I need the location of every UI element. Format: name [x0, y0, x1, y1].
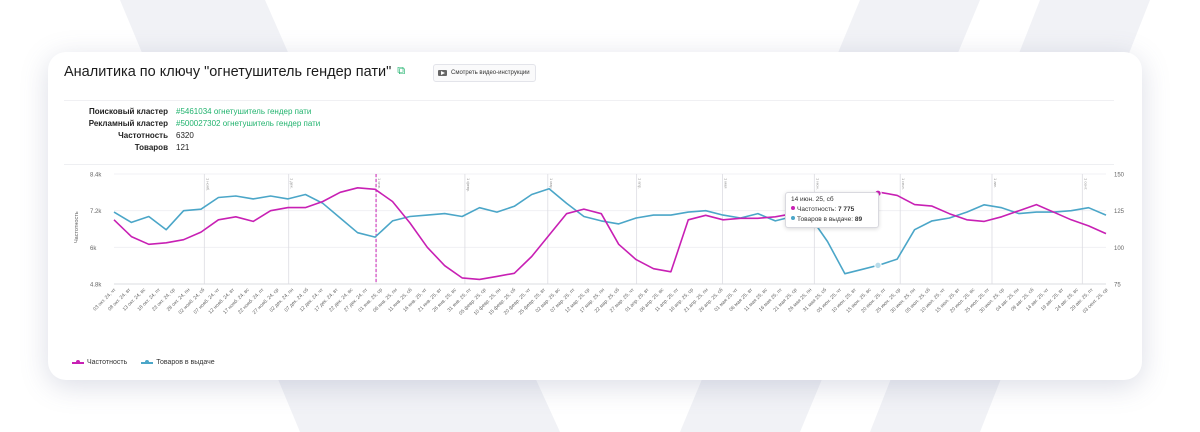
legend-frequency[interactable]: Частотность — [72, 359, 127, 366]
tooltip-frequency-value: 7 775 — [838, 206, 855, 213]
ad-cluster-row: Рекламный кластер #500027302 огнетушитель… — [64, 119, 321, 128]
tooltip-frequency-label: Частотность: — [797, 206, 837, 213]
month-marker-label: 1 авг. — [993, 178, 998, 188]
y-left-tick-label: 7.2k — [90, 209, 102, 215]
title-text: Аналитика по ключу "огнетушитель гендер … — [64, 64, 392, 80]
tooltip-products-dot — [791, 216, 795, 220]
card-header: Аналитика по ключу "огнетушитель гендер … — [48, 52, 1142, 96]
analytics-card: Аналитика по ключу "огнетушитель гендер … — [48, 52, 1142, 380]
tooltip-products-label: Товаров в выдаче: — [797, 216, 854, 223]
page-title: Аналитика по ключу "огнетушитель гендер … — [64, 64, 405, 80]
keyword-info: Поисковый кластер #5461034 огнетушитель г… — [64, 100, 1114, 161]
legend-products[interactable]: Товаров в выдаче — [141, 359, 215, 366]
tooltip-products: Товаров в выдаче: 89 — [791, 216, 873, 223]
month-marker-label: 1 янв. — [377, 178, 382, 189]
search-cluster-link[interactable]: #5461034 огнетушитель гендер пати — [176, 107, 312, 116]
legend-products-marker — [141, 360, 154, 364]
frequency-value: 6320 — [176, 131, 194, 140]
ad-cluster-link[interactable]: #500027302 огнетушитель гендер пати — [176, 119, 321, 128]
ad-cluster-label: Рекламный кластер — [88, 119, 168, 128]
frequency-row: Частотность 6320 — [64, 131, 194, 140]
chart-tooltip: 14 июн. 25, сб Частотность: 7 775 Товаро… — [785, 192, 879, 228]
y-left-tick-label: 6k — [90, 246, 97, 252]
month-marker-label: 1 сент. — [1083, 178, 1088, 190]
video-button-label: Смотреть видео-инструкции — [451, 70, 530, 76]
month-marker-label: 1 нояб. — [205, 178, 210, 191]
frequency-label: Частотность — [118, 131, 168, 140]
products-row: Товаров 121 — [64, 143, 190, 152]
month-marker-label: 1 апр. — [638, 178, 643, 189]
search-cluster-label: Поисковый кластер — [88, 107, 168, 116]
month-marker-label: 1 мар. — [549, 178, 554, 190]
y-right-tick-label: 100 — [1114, 246, 1124, 252]
products-label: Товаров — [134, 143, 168, 152]
legend-products-label: Товаров в выдаче — [156, 359, 215, 366]
y-right-tick-label: 125 — [1114, 209, 1124, 215]
month-marker-label: 1 июн. — [815, 178, 820, 190]
products-value: 121 — [176, 143, 190, 152]
y-left-axis-title: Частотность — [74, 211, 80, 243]
tooltip-date: 14 июн. 25, сб — [791, 196, 834, 203]
month-marker-label: 1 февр. — [466, 178, 471, 192]
series-line-products — [113, 187, 1107, 275]
tooltip-frequency-dot — [791, 206, 795, 210]
divider — [64, 164, 1114, 165]
y-right-tick-label: 150 — [1114, 173, 1124, 179]
tooltip-products-value: 89 — [854, 216, 863, 223]
search-cluster-row: Поисковый кластер #5461034 огнетушитель г… — [64, 107, 311, 116]
month-marker-label: 1 дек. — [290, 178, 295, 189]
frequency-chart[interactable]: 8.4k 150 7.2k 125 6k 100 4.8k 75 Частотность Това… — [64, 170, 1124, 358]
legend-frequency-label: Частотность — [87, 359, 128, 366]
month-marker-label: 1 июл. — [901, 178, 906, 190]
external-link-icon[interactable]: ⧉ — [397, 65, 406, 77]
y-left-tick-label: 8.4k — [90, 173, 102, 179]
tooltip-marker-products — [874, 261, 882, 270]
series-line-frequency — [113, 186, 1107, 281]
video-play-icon — [438, 70, 447, 76]
month-marker-label: 1 мая — [724, 178, 729, 188]
y-left-tick-label: 4.8k — [90, 283, 102, 289]
video-instructions-button[interactable]: Смотреть видео-инструкции — [433, 64, 536, 82]
legend-frequency-marker — [72, 360, 84, 364]
tooltip-frequency: Частотность: 7 775 — [791, 206, 873, 213]
chart-legend: Частотность Товаров в выдаче — [72, 359, 215, 366]
y-right-tick-label: 75 — [1114, 283, 1121, 289]
